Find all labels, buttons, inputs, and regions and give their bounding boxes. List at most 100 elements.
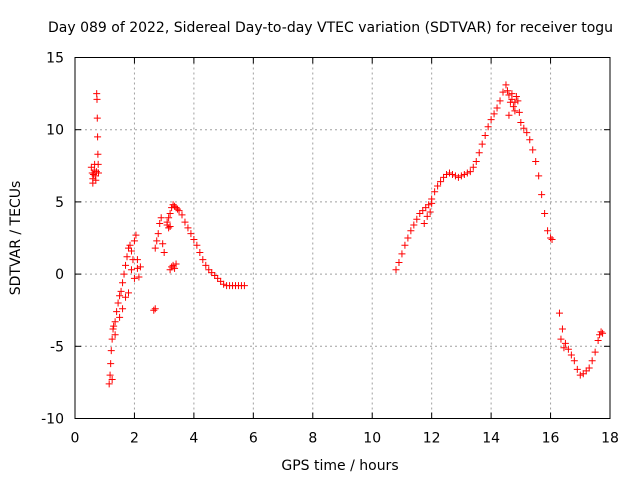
data-point [119,305,127,313]
y-tick-label: 15 [46,51,64,67]
data-point [395,259,403,267]
data-point [392,266,400,274]
data-point [135,273,143,281]
axis-ticks [74,57,611,419]
data-point [594,337,602,345]
data-point [560,344,568,352]
data-point [422,204,430,212]
data-point [130,274,138,282]
data-point [187,230,195,238]
data-point [561,339,569,347]
data-point [171,202,179,210]
data-point [127,266,135,274]
data-point [440,173,448,181]
data-point [166,222,174,230]
data-point [514,97,522,105]
data-point [481,131,489,139]
data-point [597,328,605,336]
data-point [94,133,102,141]
data-point [547,234,555,242]
data-point [220,280,228,288]
data-point [466,168,474,176]
data-point [419,207,427,215]
data-point [410,221,418,229]
data-point [558,325,566,333]
data-point [107,347,115,355]
data-point [401,241,409,249]
data-point [475,149,483,157]
data-point [425,201,433,209]
data-point [205,266,213,274]
data-point [511,107,519,115]
data-point [109,325,117,333]
data-point [106,371,114,379]
data-point [478,140,486,148]
data-point [579,370,587,378]
data-point [548,235,556,243]
data-point [567,351,575,359]
data-point [404,234,412,242]
grid-lines [75,57,610,419]
data-point [114,299,122,307]
x-tick-label: 0 [71,431,80,447]
data-points [87,81,607,388]
data-point [172,204,180,212]
data-point [214,274,222,282]
data-point [460,170,468,178]
data-point [193,241,201,249]
data-point [420,220,428,228]
data-point [511,98,519,106]
data-point [196,248,204,256]
data-point [94,150,102,158]
data-point [150,306,158,314]
x-tick-label: 16 [542,431,560,447]
data-point [502,81,510,89]
data-point [398,250,406,258]
x-tick-label: 8 [308,431,317,447]
data-point [426,208,434,216]
data-point [217,277,225,285]
data-point [428,199,436,207]
data-point [493,104,501,112]
data-point [113,308,121,316]
y-tick-label: -10 [41,412,64,428]
data-point [535,172,543,180]
data-point [123,253,131,261]
data-point [119,279,127,287]
data-point [463,169,471,177]
data-point [202,261,210,269]
data-point [117,287,125,295]
data-point [108,376,116,384]
data-point [591,348,599,356]
data-point [126,241,134,249]
data-point [526,136,534,144]
data-point [168,263,176,271]
data-point [512,92,520,100]
data-point [130,237,138,245]
data-point [576,371,584,379]
data-point [87,163,95,171]
data-point [184,224,192,232]
data-point [532,157,540,165]
data-point [154,230,162,238]
x-tick-label: 2 [130,431,139,447]
data-point [448,170,456,178]
x-tick-label: 4 [189,431,198,447]
data-point [208,269,216,277]
data-point [520,124,528,132]
data-point [469,163,477,171]
data-point [151,305,159,313]
y-axis-label: SDTVAR / TECUs [8,181,24,296]
data-point [496,97,504,105]
data-point [505,91,513,99]
data-point [451,172,459,180]
data-point [156,220,164,228]
x-tick-label: 10 [363,431,381,447]
y-tick-label: 10 [46,123,64,139]
data-point [125,289,132,297]
data-point [423,212,431,220]
data-point [544,227,552,235]
data-point [108,335,116,343]
x-tick-label: 12 [423,431,441,447]
data-point [160,248,168,256]
